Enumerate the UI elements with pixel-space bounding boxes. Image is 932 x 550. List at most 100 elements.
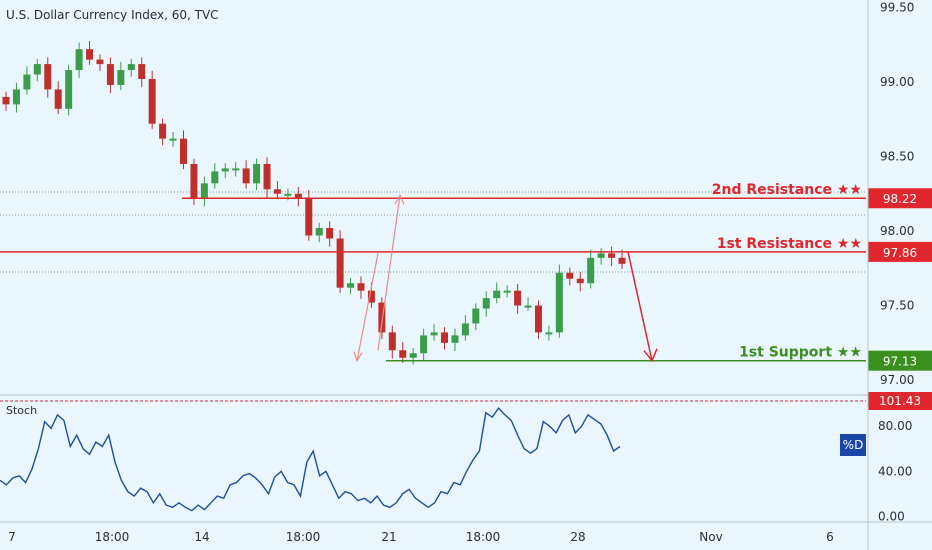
candle-body: [23, 74, 31, 90]
projection-arrows: [353, 193, 658, 363]
candle-body: [482, 298, 490, 309]
candle-body: [2, 96, 10, 105]
stoch-label: Stoch: [6, 404, 38, 417]
candle-body: [461, 323, 469, 336]
price-tick-label: 97.50: [880, 299, 914, 313]
candle-body: [169, 138, 177, 141]
candle-body: [409, 353, 417, 358]
candle-body: [294, 193, 302, 199]
level-label: 1st Resistance ★★: [717, 236, 862, 252]
candle-body: [221, 168, 229, 172]
candle-body: [75, 49, 83, 71]
stoch-tick-label: 0.00: [878, 509, 905, 523]
candle-body: [86, 49, 94, 60]
time-tick-label: 18:00: [286, 530, 321, 544]
candle-body: [96, 59, 104, 65]
candle-body: [420, 335, 428, 354]
level-lines: 2nd Resistance ★★ 98.22 1st Resistance ★★ 9…: [0, 182, 932, 371]
stoch-d-badge-label: %D: [843, 438, 864, 452]
candle-body: [534, 305, 542, 333]
stoch-reference-tag: [868, 392, 932, 410]
candle-body: [148, 78, 156, 124]
candle-body: [33, 64, 41, 75]
stoch-tick-label: 40.00: [878, 464, 912, 478]
candle-body: [441, 332, 449, 343]
level-label: 1st Support ★★: [739, 345, 862, 361]
candle-body: [253, 163, 261, 184]
price-tick-label: 99.00: [880, 75, 914, 89]
candle-body: [566, 272, 574, 279]
level-label: 2nd Resistance ★★: [712, 182, 862, 198]
time-tick-label: 7: [8, 530, 16, 544]
candle-body: [326, 228, 334, 239]
candle-body: [503, 290, 511, 293]
candle-series: [2, 40, 626, 365]
price-tick-label: 99.50: [880, 0, 914, 14]
candle-body: [305, 198, 313, 236]
candle-body: [367, 290, 375, 303]
candle-body: [106, 64, 114, 85]
time-tick-label: 6: [826, 530, 834, 544]
candle-body: [190, 163, 198, 199]
candle-body: [493, 290, 501, 299]
candle-body: [587, 257, 595, 284]
candle-body: [608, 253, 616, 258]
time-tick-label: 21: [381, 530, 396, 544]
candle-body: [430, 332, 438, 336]
candle-body: [378, 302, 386, 333]
candle-body: [618, 257, 626, 264]
candle-body: [54, 89, 62, 109]
candle-body: [388, 332, 396, 351]
time-tick-label: 14: [194, 530, 209, 544]
candle-body: [211, 171, 219, 184]
candle-body: [117, 70, 125, 85]
price-axis: 99.50 99.00 98.50 98.00 97.50 97.00 7 18:00 14 18…: [8, 0, 914, 550]
candle-body: [284, 193, 292, 196]
candle-body: [545, 332, 553, 335]
candle-body: [44, 64, 52, 90]
candle-body: [179, 138, 187, 164]
candle-body: [127, 64, 135, 71]
time-tick-label: 28: [570, 530, 585, 544]
stoch-d-badge: [840, 434, 866, 456]
target-arrow-line: [627, 251, 653, 361]
projection-down-line: [356, 253, 379, 361]
price-tick-label: 97.00: [880, 373, 914, 387]
candle-body: [347, 283, 355, 288]
time-tick-label: 18:00: [466, 530, 501, 544]
stoch-tick-label: 80.00: [878, 419, 912, 433]
candle-body: [12, 89, 20, 105]
candle-body: [336, 238, 344, 288]
candle-body: [576, 278, 584, 284]
candle-body: [242, 168, 250, 184]
candle-body: [451, 335, 459, 343]
candle-body: [472, 308, 480, 324]
candle-body: [514, 290, 522, 306]
candle-body: [263, 163, 271, 190]
candle-body: [200, 183, 208, 199]
candle-body: [138, 64, 146, 79]
candle-body: [524, 305, 532, 308]
stoch-reference-label: 101.43: [879, 394, 921, 408]
candle-body: [273, 189, 281, 194]
target-arrowhead: [643, 348, 658, 363]
candle-body: [232, 168, 240, 171]
projection-up-arrowhead: [394, 193, 405, 205]
price-tag-label: 97.86: [883, 246, 917, 260]
price-tag-box: [868, 350, 932, 371]
price-tag-box: [868, 241, 932, 262]
price-tick-label: 98.00: [880, 224, 914, 238]
price-tag-label: 98.22: [883, 192, 917, 206]
candle-body: [315, 228, 323, 236]
projection-down-arrowhead: [353, 351, 363, 363]
price-tick-label: 98.50: [880, 150, 914, 164]
grid-layer: [0, 191, 932, 523]
candle-body: [357, 283, 365, 291]
price-tag-label: 97.13: [883, 355, 917, 369]
candle-body: [159, 123, 167, 139]
projection-up-line: [377, 195, 401, 351]
candle-body: [65, 70, 73, 109]
chart-title: U.S. Dollar Currency Index, 60, TVC: [6, 8, 219, 22]
price-tag-box: [868, 188, 932, 209]
